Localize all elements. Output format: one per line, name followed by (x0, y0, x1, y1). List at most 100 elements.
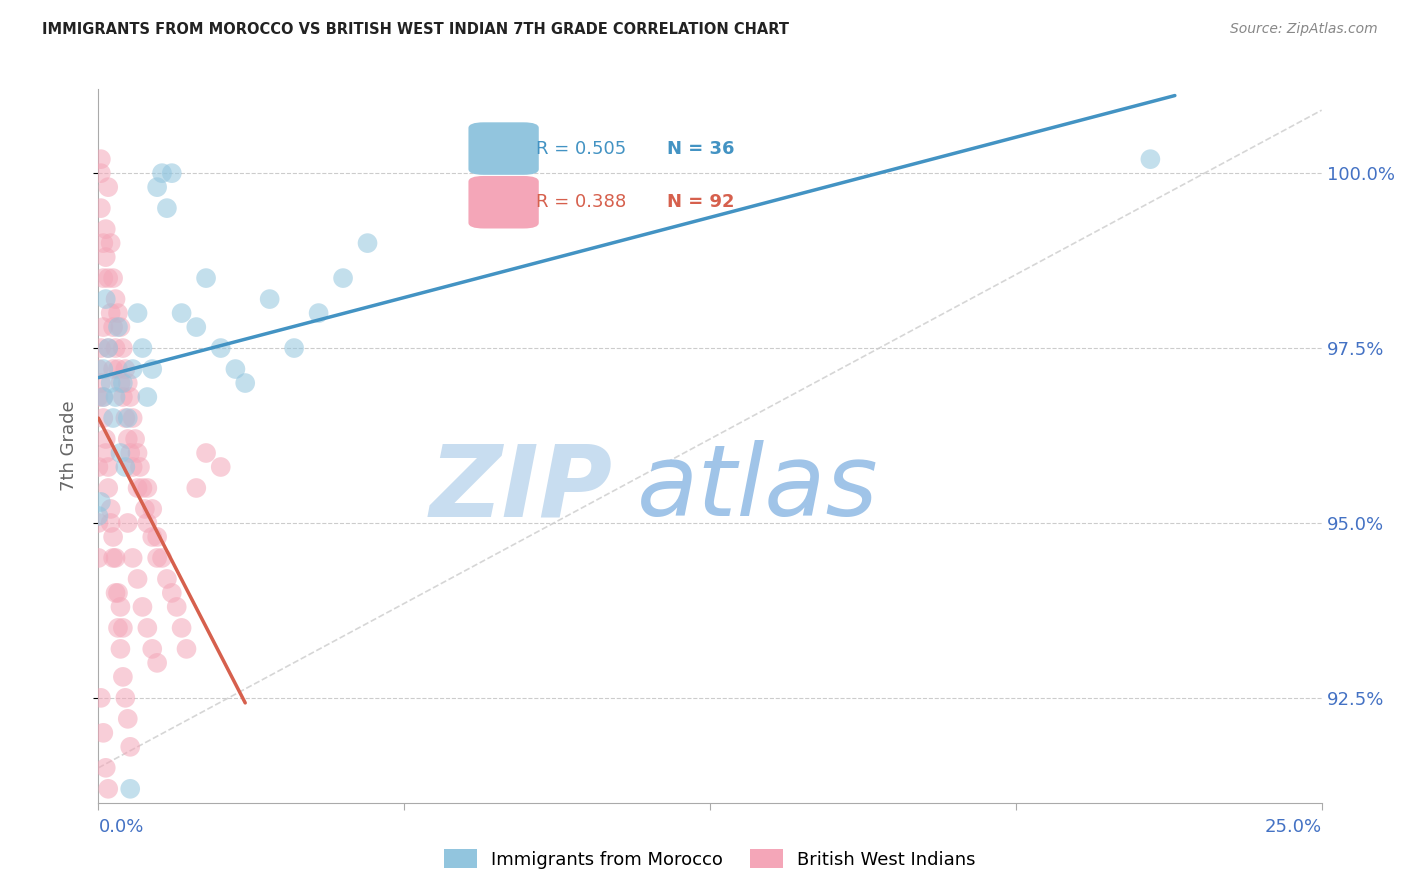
Point (111, 621, 134, 635)
Point (146, 530, 169, 544)
Point (124, 432, 146, 446)
Point (117, 432, 139, 446)
Point (121, 362, 143, 376)
Point (111, 376, 134, 390)
Text: Source: ZipAtlas.com: Source: ZipAtlas.com (1230, 22, 1378, 37)
Point (120, 446, 142, 460)
Point (101, 320, 124, 334)
Point (356, 236, 378, 251)
Point (90, 166, 112, 180)
Point (120, 390, 142, 404)
Point (101, 530, 124, 544)
Point (107, 586, 129, 600)
Point (94, 250, 117, 264)
Point (141, 641, 163, 656)
Text: atlas: atlas (637, 441, 879, 537)
Point (114, 411, 136, 425)
Point (117, 411, 139, 425)
Point (97, 781, 120, 796)
Point (136, 516, 159, 530)
Point (100, 516, 122, 530)
Point (259, 292, 281, 306)
Point (111, 390, 134, 404)
Text: 25.0%: 25.0% (1264, 818, 1322, 836)
Point (308, 306, 330, 320)
Point (170, 621, 193, 635)
Point (94, 446, 117, 460)
Point (90, 376, 112, 390)
Point (160, 586, 183, 600)
Point (156, 201, 179, 215)
Point (107, 362, 129, 376)
Y-axis label: 7th Grade: 7th Grade (59, 401, 77, 491)
Point (100, 376, 122, 390)
Point (101, 362, 124, 376)
Point (186, 320, 208, 334)
Point (136, 390, 159, 404)
Point (209, 460, 232, 475)
Point (111, 670, 134, 684)
Point (332, 271, 354, 285)
Text: 0.0%: 0.0% (98, 818, 143, 836)
Point (104, 390, 127, 404)
Point (97, 341, 120, 355)
Point (127, 481, 149, 495)
Point (129, 460, 152, 475)
Point (91, 236, 114, 251)
Point (195, 271, 218, 285)
Point (104, 550, 127, 565)
Point (110, 446, 132, 460)
Point (110, 320, 132, 334)
Point (160, 166, 183, 180)
Point (87, 390, 110, 404)
Point (121, 550, 143, 565)
Point (117, 712, 139, 726)
Point (94, 432, 117, 446)
Point (117, 516, 139, 530)
Point (114, 362, 136, 376)
Point (91, 726, 114, 740)
Point (91, 320, 114, 334)
Point (136, 621, 159, 635)
Point (94, 292, 117, 306)
Point (91, 271, 114, 285)
Point (127, 306, 149, 320)
Point (141, 362, 163, 376)
Point (91, 362, 114, 376)
Point (90, 201, 112, 215)
Point (104, 586, 127, 600)
Point (131, 481, 153, 495)
Point (176, 641, 198, 656)
Point (101, 411, 124, 425)
Point (87, 460, 110, 475)
Point (97, 180, 120, 194)
Point (87, 516, 110, 530)
Point (131, 599, 153, 614)
Point (97, 460, 120, 475)
Point (127, 572, 149, 586)
Point (114, 460, 136, 475)
Point (1139, 152, 1161, 166)
Point (91, 390, 114, 404)
Point (90, 152, 112, 166)
Point (195, 446, 218, 460)
Point (131, 341, 153, 355)
Point (150, 166, 173, 180)
Point (110, 599, 132, 614)
Point (104, 292, 127, 306)
Point (90, 690, 112, 705)
Point (156, 572, 179, 586)
Point (94, 222, 117, 236)
Point (114, 690, 136, 705)
Point (146, 550, 169, 565)
Point (90, 341, 112, 355)
Point (94, 761, 117, 775)
Point (97, 271, 120, 285)
Point (224, 362, 246, 376)
Point (170, 306, 193, 320)
Point (120, 781, 142, 796)
Point (136, 481, 159, 495)
Point (107, 320, 129, 334)
Point (104, 341, 127, 355)
Text: ZIP: ZIP (429, 441, 612, 537)
